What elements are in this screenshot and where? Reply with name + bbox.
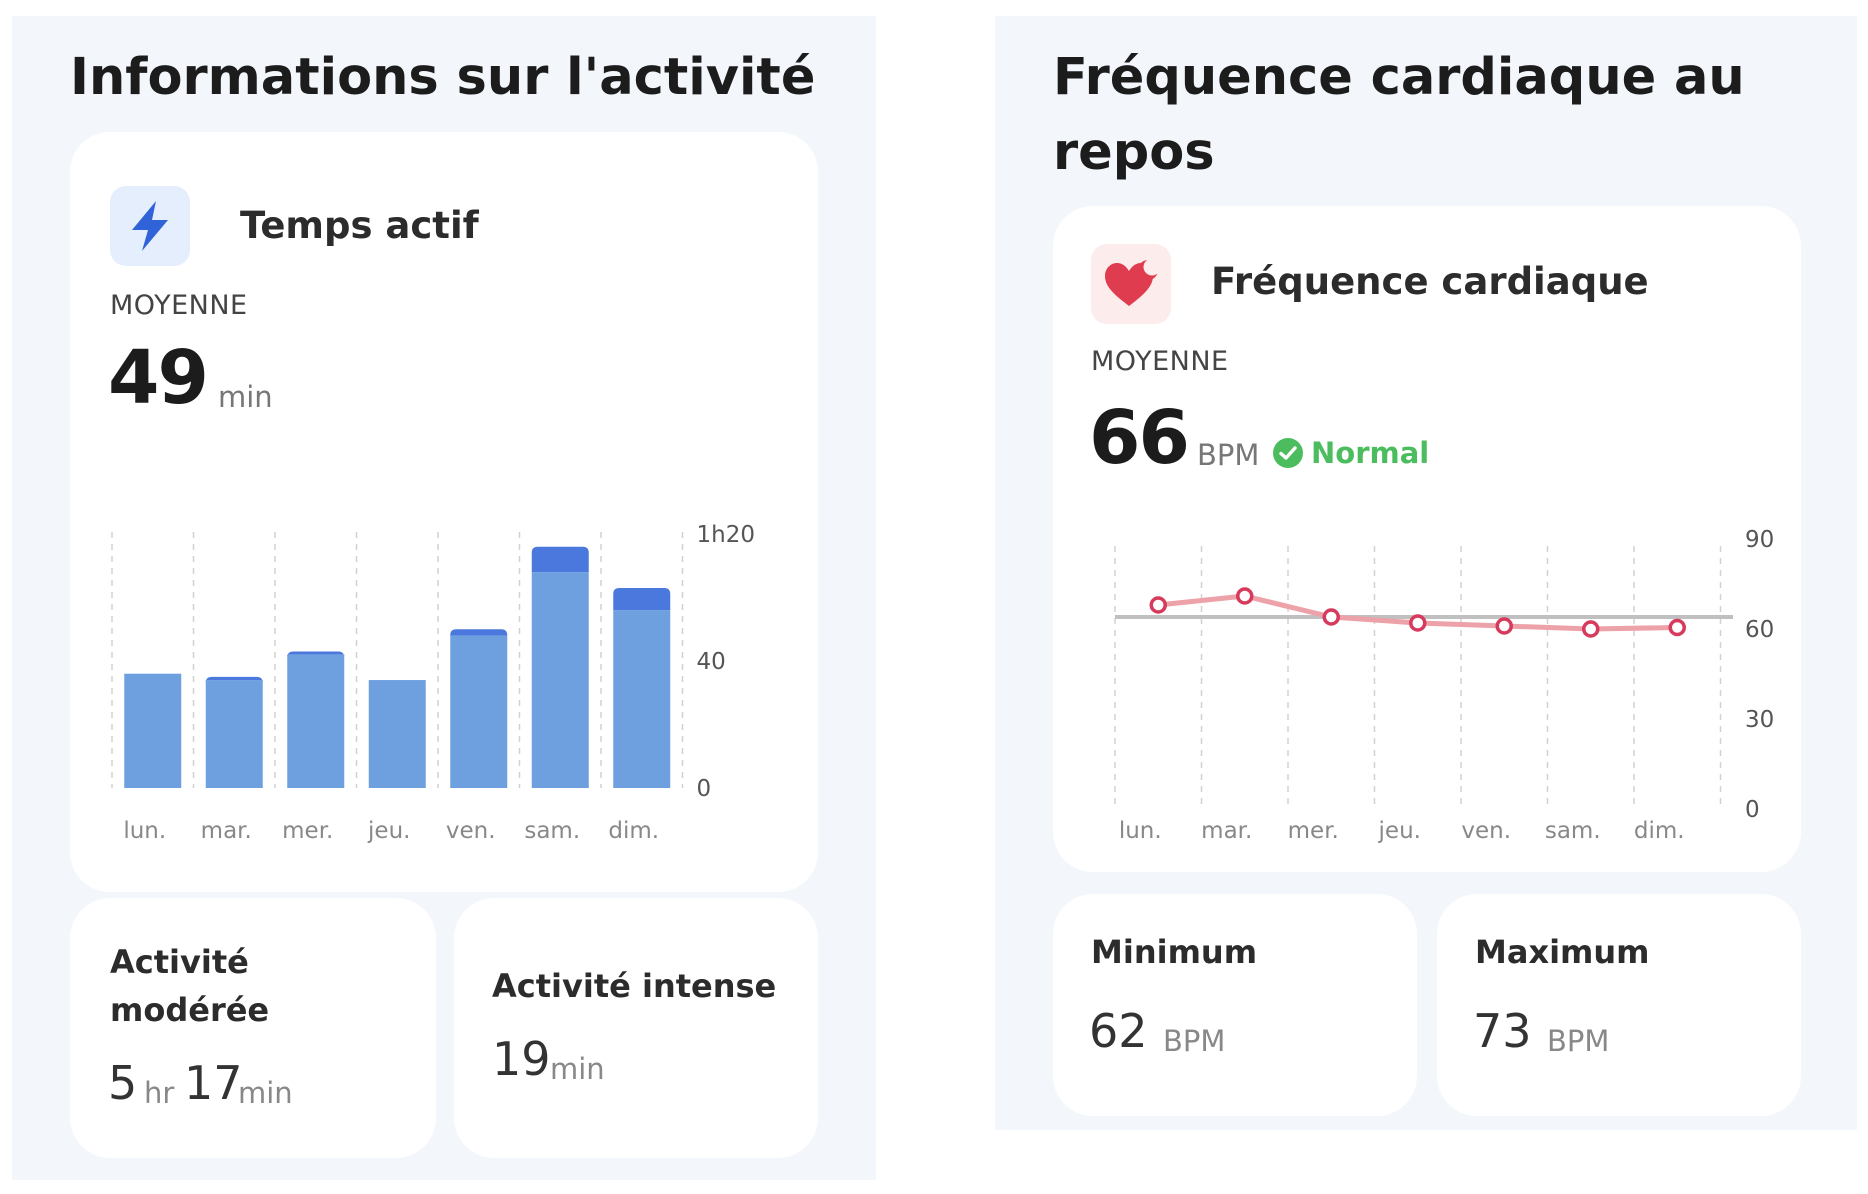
minimum-value: 62 (1089, 1004, 1148, 1058)
x-tick-label: mar. (201, 818, 252, 844)
moderate-minutes-unit: min (238, 1076, 293, 1110)
check-icon (1273, 438, 1303, 468)
activity-panel: Informations sur l'activité Temps actif … (12, 16, 876, 1180)
x-tick-label: mer. (1288, 818, 1339, 844)
bar-top-segment (613, 587, 671, 611)
x-tick-label: lun. (1119, 818, 1162, 844)
moderate-minutes: 17 (184, 1056, 243, 1110)
moderate-activity-title: Activité modérée (110, 943, 270, 1029)
average-label: MOYENNE (1091, 346, 1229, 377)
maximum-title: Maximum (1475, 933, 1650, 971)
y-tick-label: 1h20 (697, 522, 755, 548)
data-point (1322, 608, 1340, 626)
active-time-bar-chart: lun. mar. mer. jeu. ven. sam. dim. 0 40 1h20 (111, 522, 755, 844)
moderate-hours: 5 (108, 1056, 138, 1110)
maximum-unit: BPM (1547, 1024, 1610, 1058)
minimum-title: Minimum (1091, 933, 1258, 971)
status-badge: Normal (1311, 436, 1430, 470)
x-tick-label: mar. (1201, 818, 1252, 844)
bar (287, 654, 345, 788)
x-tick-label: sam. (1545, 818, 1601, 844)
intense-activity-title: Activité intense (492, 967, 777, 1005)
bar-top-segment (531, 546, 589, 573)
minimum-card[interactable]: Minimum 62 BPM (1053, 894, 1417, 1116)
heart-rate-panel-title: Fréquence cardiaque au repos (1053, 48, 1745, 182)
moderate-hours-unit: hr (144, 1076, 175, 1110)
average-label: MOYENNE (110, 290, 248, 321)
data-point (1149, 596, 1167, 614)
y-tick-label: 30 (1745, 707, 1774, 733)
average-value: 49 (108, 335, 209, 421)
active-time-title: Temps actif (240, 204, 479, 247)
y-tick-label: 40 (697, 649, 726, 675)
y-tick-label: 0 (1745, 797, 1760, 823)
heart-rate-line-chart: lun. mar. mer. jeu. ven. sam. dim. 0 30 60 90 (1114, 527, 1774, 844)
intense-activity-card[interactable]: Activité intense 19 min (454, 898, 818, 1158)
y-tick-label: 60 (1745, 617, 1774, 643)
bar (450, 635, 508, 788)
intense-minutes: 19 (492, 1032, 551, 1086)
x-tick-label: jeu. (367, 818, 410, 844)
bar-top-segment (287, 651, 345, 658)
minimum-unit: BPM (1163, 1024, 1226, 1058)
x-tick-label: dim. (608, 818, 659, 844)
bar (124, 673, 182, 788)
intense-minutes-unit: min (550, 1052, 605, 1086)
bar (205, 680, 263, 788)
average-unit: BPM (1197, 438, 1260, 472)
x-tick-label: mer. (282, 818, 333, 844)
average-unit: min (218, 380, 273, 414)
bar (368, 680, 426, 788)
bar (613, 610, 671, 788)
x-tick-label: ven. (446, 818, 496, 844)
data-point (1495, 617, 1513, 635)
x-tick-label: lun. (123, 818, 166, 844)
moderate-activity-card[interactable]: Activité modérée 5 hr 17 min (70, 898, 436, 1158)
average-value: 66 (1089, 395, 1190, 481)
bar (531, 572, 589, 788)
data-point (1236, 587, 1254, 605)
data-point (1582, 620, 1600, 638)
activity-panel-title: Informations sur l'activité (70, 48, 816, 107)
x-tick-label: jeu. (1378, 818, 1421, 844)
data-point (1409, 614, 1427, 632)
active-time-card[interactable]: Temps actif MOYENNE 49 min lun. mar. mer. j… (70, 132, 818, 892)
data-point (1668, 618, 1686, 637)
bar-top-segment (205, 676, 263, 683)
maximum-value: 73 (1473, 1004, 1532, 1058)
heart-rate-title: Fréquence cardiaque (1211, 260, 1649, 303)
x-tick-label: ven. (1461, 818, 1511, 844)
heart-rate-card[interactable]: Fréquence cardiaque MOYENNE 66 BPM Norma… (1053, 206, 1801, 872)
heart-rate-panel: Fréquence cardiaque au repos Fréquence c… (995, 16, 1857, 1130)
bar-top-segment (450, 629, 508, 636)
heart-moon-icon (1091, 244, 1171, 324)
y-tick-label: 90 (1745, 527, 1774, 553)
x-tick-label: dim. (1634, 818, 1685, 844)
x-tick-label: sam. (524, 818, 580, 844)
lightning-icon (110, 186, 190, 266)
y-tick-label: 0 (697, 776, 712, 802)
maximum-card[interactable]: Maximum 73 BPM (1437, 894, 1801, 1116)
